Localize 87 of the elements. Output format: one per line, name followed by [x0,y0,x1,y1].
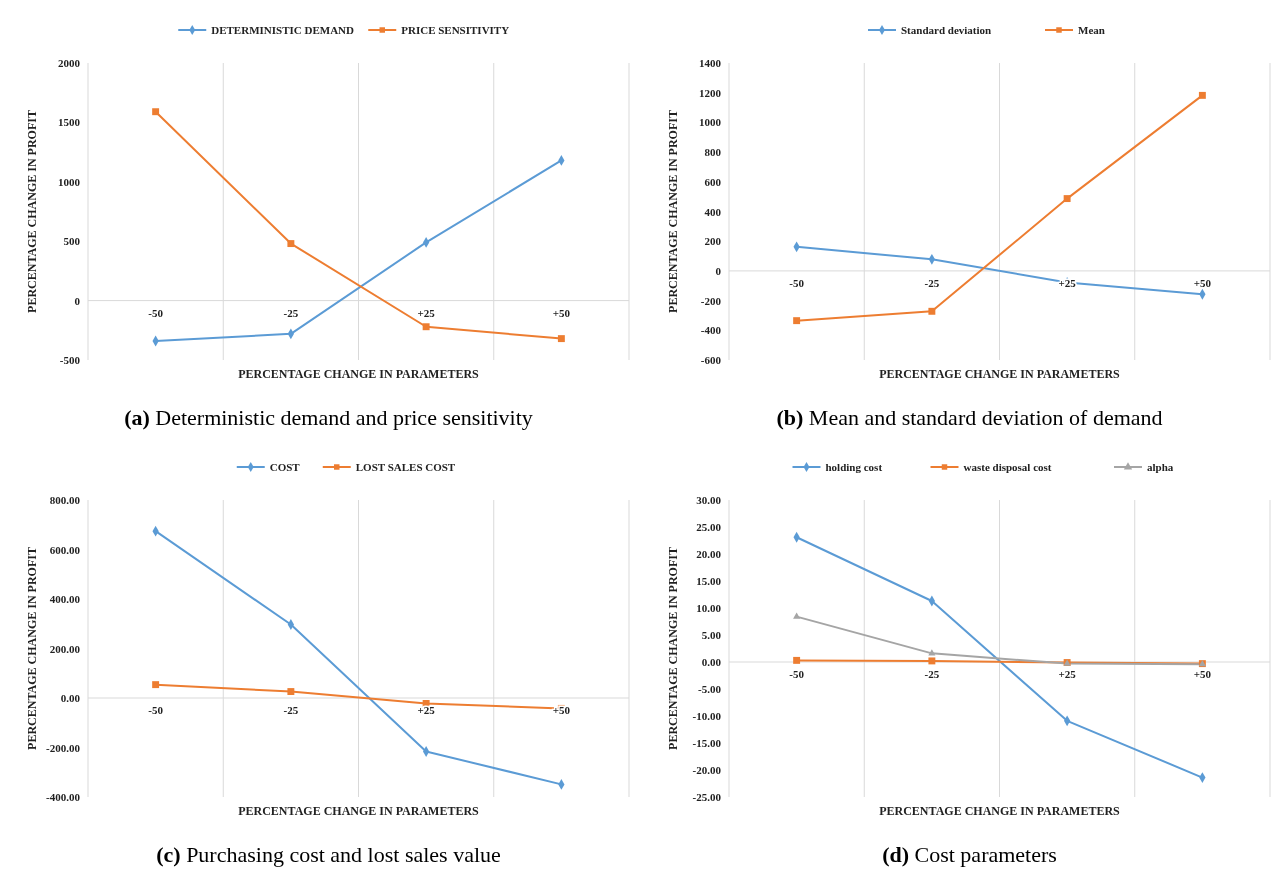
y-tick-label: 10.00 [696,602,722,614]
x-tick-label: +25 [417,704,436,716]
x-tick-label: +25 [1058,668,1077,680]
point [152,681,160,689]
y-tick-label: 15.00 [696,575,722,587]
point [422,746,430,757]
y-tick-label: -10.00 [692,710,722,722]
y-tick-label: -200.00 [46,741,81,754]
y-tick-label: -20.00 [692,764,722,776]
y-tick-label: -25.00 [692,791,722,803]
y-tick-label: 0 [74,294,81,307]
y-tick-label: -600 [700,354,722,366]
point [793,317,801,325]
x-tick-label: +25 [417,306,436,319]
x-tick-label: -25 [283,704,299,716]
point [928,657,936,665]
y-tick-label: 200.00 [49,642,81,655]
y-tick-label: -500 [59,354,81,366]
y-axis-title: PERCENTAGE CHANGE IN PROFIT [25,110,39,313]
x-tick-label: -50 [148,306,164,319]
point [1063,195,1071,203]
legend-label: Standard deviation [901,24,992,36]
legend-label: waste disposal cost [963,461,1052,473]
y-tick-label: -400 [700,324,722,337]
y-tick-label: 400.00 [49,593,81,605]
x-axis-title: PERCENTAGE CHANGE IN PARAMETERS [238,367,480,381]
y-tick-label: 25.00 [696,521,722,533]
x-tick-label: +50 [552,306,571,319]
y-tick-label: 5.00 [701,629,722,641]
y-tick-label: -200 [700,294,722,307]
legend-label: holding cost [825,461,883,473]
point [793,656,801,664]
point [422,323,430,331]
x-tick-label: -25 [924,668,940,680]
point [287,240,295,248]
y-tick-label: 1000 [58,175,81,188]
point [793,612,801,619]
y-tick-label: -5.00 [698,683,722,695]
text: (a) Deterministic demand and price sensitivity [124,405,533,430]
x-axis-title: PERCENTAGE CHANGE IN PARAMETERS [879,367,1121,381]
y-tick-label: 400 [704,205,722,218]
x-tick-label: +50 [1193,668,1212,680]
y-tick-label: 1400 [699,57,722,69]
y-tick-label: 20.00 [696,548,722,560]
x-tick-label: -50 [148,704,164,716]
text: (c) Purchasing cost and lost sales value [156,842,501,867]
y-tick-label: 800 [704,146,722,159]
y-tick-label: 1200 [699,86,722,99]
legend-label: PRICE SENSITIVITY [401,24,510,36]
x-tick-label: +25 [1058,276,1077,289]
x-tick-label: +50 [1193,276,1212,289]
point [287,688,295,696]
point [928,307,936,315]
y-tick-label: 600 [704,175,722,188]
legend-label: LOST SALES COST [355,461,456,473]
x-tick-label: -25 [924,276,940,289]
y-tick-label: 200 [704,235,722,248]
x-tick-label: -25 [283,306,299,319]
legend-label: DETERMINISTIC DEMAND [211,24,355,36]
point [287,619,295,630]
text: (d) Cost parameters [882,842,1057,867]
y-tick-label: 2000 [58,57,81,69]
point [152,108,160,116]
x-axis-title: PERCENTAGE CHANGE IN PARAMETERS [238,804,480,818]
y-tick-label: 0.00 [60,692,81,704]
x-axis-title: PERCENTAGE CHANGE IN PARAMETERS [879,804,1121,818]
text: (b) Mean and standard deviation of demand [776,405,1163,430]
y-tick-label: 1500 [58,116,81,129]
y-tick-label: -15.00 [692,737,722,749]
y-tick-label: -400.00 [46,791,81,803]
point [1198,91,1206,99]
y-tick-label: 800.00 [49,494,81,506]
y-axis-title: PERCENTAGE CHANGE IN PROFIT [666,110,680,313]
y-tick-label: 500 [63,235,81,248]
y-tick-label: 600.00 [49,543,81,556]
legend-label: alpha [1147,461,1174,473]
x-tick-label: -50 [789,668,805,680]
y-axis-title: PERCENTAGE CHANGE IN PROFIT [25,547,39,750]
legend-label: Mean [1078,24,1105,36]
y-axis-title: PERCENTAGE CHANGE IN PROFIT [666,547,680,750]
y-tick-label: 1000 [699,116,722,129]
x-tick-label: -50 [789,276,805,289]
point [557,335,565,343]
y-tick-label: 30.00 [696,494,722,506]
legend-label: COST [269,461,301,473]
y-tick-label: 0.00 [701,656,722,668]
y-tick-label: 0 [715,264,722,277]
